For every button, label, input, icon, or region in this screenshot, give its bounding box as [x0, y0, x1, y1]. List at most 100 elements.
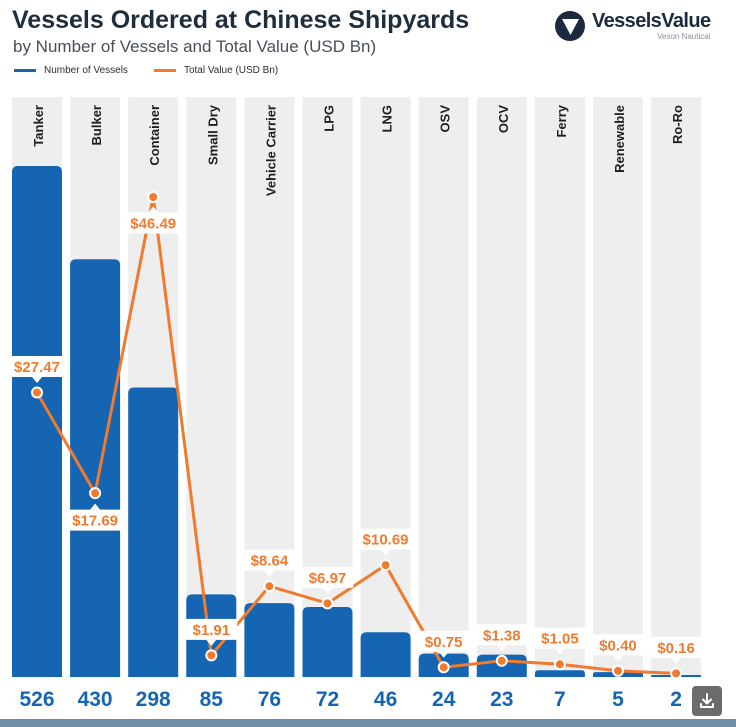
callout-box [185, 618, 238, 640]
line-point [670, 667, 683, 680]
bar [534, 670, 585, 677]
line-point [612, 664, 624, 677]
line-value-label: $1.38 [483, 627, 521, 644]
callout-pointer [554, 648, 565, 655]
callout-box [417, 630, 470, 652]
bar-value-label: 430 [78, 688, 113, 711]
column-background [186, 97, 237, 677]
column-background [418, 97, 469, 677]
line-point [379, 559, 392, 572]
legend-item-value: Total Value (USD Bn) [153, 65, 278, 76]
column-background [593, 97, 643, 677]
column-background [534, 97, 585, 677]
category-label: Bulker [89, 105, 104, 145]
line-point [205, 649, 218, 662]
bar [360, 632, 411, 677]
line-value-label: $10.69 [363, 532, 409, 549]
bar-value-label: 7 [554, 688, 566, 711]
line-point [89, 487, 102, 500]
callout-box [301, 566, 354, 588]
brand-sub: Veson Nautical [657, 32, 711, 41]
category-label: Tanker [31, 105, 46, 147]
legend: Number of Vessels Total Value (USD Bn) [14, 65, 304, 76]
callout-box [122, 212, 184, 234]
callout-box [650, 636, 703, 658]
category-label: Renewable [612, 105, 627, 173]
line-point [321, 597, 334, 610]
line-point [263, 580, 276, 593]
line-value-label: $0.40 [599, 637, 637, 654]
bar-value-label: 46 [374, 688, 397, 711]
category-label: Ro-Ro [670, 105, 685, 144]
line-value-label: $27.47 [14, 359, 60, 376]
bar-value-label: 76 [258, 688, 281, 711]
brand-name: VesselsValue [592, 10, 711, 32]
bar-value-label: 72 [316, 688, 339, 711]
line-value-label: $8.64 [251, 553, 289, 570]
callout-pointer [148, 206, 159, 213]
callout-pointer [613, 655, 623, 662]
bar-value-label: 5 [612, 688, 624, 711]
line-point [553, 658, 566, 671]
callout-pointer [496, 645, 507, 652]
category-label: OCV [496, 105, 511, 134]
download-button[interactable] [692, 686, 722, 716]
category-label: Small Dry [205, 104, 220, 165]
callout-pointer [380, 549, 391, 556]
legend-swatch-bar [14, 69, 36, 72]
line-value-label: $6.97 [309, 570, 347, 587]
chart-subtitle: by Number of Vessels and Total Value (US… [13, 37, 377, 56]
download-icon [700, 693, 714, 708]
callout-box [64, 509, 126, 531]
category-label: LPG [322, 105, 337, 132]
bar-value-label: 298 [136, 688, 171, 711]
callout-pointer [438, 651, 449, 658]
line-value-label: $1.91 [193, 622, 231, 639]
line-value-label: $46.49 [130, 216, 176, 233]
legend-label-vessels: Number of Vessels [44, 65, 128, 76]
callout-box [592, 634, 644, 656]
legend-item-vessels: Number of Vessels [14, 65, 128, 76]
callout-box [475, 624, 528, 646]
value-line [35, 195, 677, 675]
category-label: Container [147, 105, 162, 166]
category-label: LNG [380, 105, 395, 132]
legend-swatch-line [153, 69, 176, 72]
callout-box [6, 356, 68, 378]
bar [70, 259, 121, 677]
bar-value-label: 526 [19, 688, 54, 711]
category-label: Vehicle Carrier [263, 105, 278, 196]
callout-pointer [206, 639, 217, 646]
bar [128, 387, 179, 677]
callout-box [533, 627, 586, 649]
bar [302, 607, 353, 677]
callout-pointer [671, 657, 682, 664]
callout-pointer [32, 377, 42, 384]
bar [244, 603, 295, 677]
line-point [31, 386, 43, 399]
line-value-label: $0.16 [657, 640, 695, 657]
brand-logo: VesselsValue Veson Nautical [554, 10, 711, 42]
bar-value-label: 2 [670, 688, 682, 711]
callout-pointer [90, 503, 101, 510]
line-point [495, 654, 508, 667]
line-value-label: $17.69 [72, 513, 118, 530]
line-value-label: $1.05 [541, 631, 579, 648]
callout-box [243, 549, 296, 571]
column-background [476, 97, 527, 677]
callout-box [355, 528, 417, 550]
line-value-label: $0.75 [425, 634, 463, 651]
callout-pointer [322, 587, 333, 594]
category-label: Ferry [554, 104, 569, 137]
column-background [360, 97, 411, 677]
bar-value-label: 23 [490, 688, 513, 711]
line-point [437, 661, 450, 674]
bar-value-label: 24 [432, 688, 456, 711]
play-triangle-icon [555, 11, 585, 41]
column-background [651, 97, 702, 677]
bottom-bar [0, 719, 736, 727]
category-label: OSV [438, 105, 453, 133]
bar-value-label: 85 [200, 688, 224, 711]
line-point [147, 191, 160, 203]
